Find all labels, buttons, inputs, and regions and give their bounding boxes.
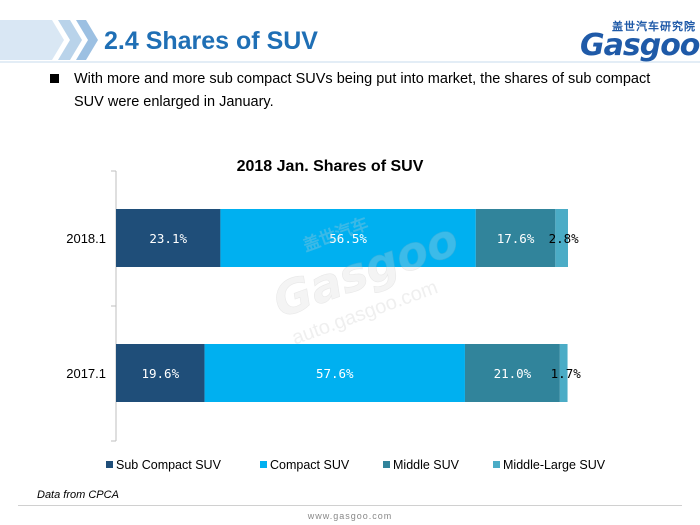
bullet-square-icon <box>50 74 59 83</box>
bar-segment <box>116 209 221 267</box>
legend-label: Sub Compact SUV <box>116 458 222 472</box>
footer-divider <box>18 505 682 506</box>
y-tick-label: 2018.1 <box>66 231 106 246</box>
chart-title: 2018 Jan. Shares of SUV <box>237 158 424 175</box>
legend-swatch <box>383 461 390 468</box>
bar-segment <box>204 344 465 402</box>
bar-segment <box>464 344 560 402</box>
data-source-note: Data from CPCA <box>37 489 119 501</box>
bar-data-label: 21.0% <box>494 366 532 381</box>
legend-label: Middle-Large SUV <box>503 458 606 472</box>
legend-swatch <box>493 461 500 468</box>
bar-segment <box>475 209 556 267</box>
legend-label: Middle SUV <box>393 458 460 472</box>
bar-segment <box>559 344 568 402</box>
y-tick-label: 2017.1 <box>66 366 106 381</box>
chart-axis <box>111 170 117 442</box>
bar-segment <box>555 209 568 267</box>
logo-chinese-text: 盖世汽车研究院 <box>612 21 696 33</box>
bar-data-label: 2.8% <box>549 231 580 246</box>
bullet-text: With more and more sub compact SUVs bein… <box>74 71 651 110</box>
page-title: 2.4 Shares of SUV <box>104 27 318 55</box>
bar-data-label: 23.1% <box>149 231 187 246</box>
header-arrow-light <box>0 20 64 60</box>
header-arrows <box>0 20 700 63</box>
bar-segment <box>220 209 476 267</box>
slide-header: 2.4 Shares of SUV 盖世汽车研究院 Gasgoo <box>0 0 700 72</box>
bar-data-label: 17.6% <box>497 231 535 246</box>
bar-data-label: 19.6% <box>141 366 179 381</box>
header-arrow-chevron-1 <box>58 20 82 60</box>
bar-data-label: 57.6% <box>316 366 354 381</box>
bar-data-label: 56.5% <box>329 231 367 246</box>
chart-legend: Sub Compact SUV Compact SUV Middle SUV Midd… <box>106 458 606 472</box>
bar-data-label: 1.7% <box>551 366 582 381</box>
footer-url: www.gasgoo.com <box>307 511 393 521</box>
bar-segment <box>116 344 205 402</box>
legend-swatch <box>260 461 267 468</box>
legend-label: Compact SUV <box>270 458 350 472</box>
chart-bars: 2018.1 23.1% 56.5% 17.6% 2.8% 2017.1 19.6% 57.6… <box>66 209 581 402</box>
gasgoo-logo: 盖世汽车研究院 Gasgoo <box>580 18 700 63</box>
legend-swatch <box>106 461 113 468</box>
header-arrow-chevron-2 <box>76 20 98 60</box>
logo-wordmark: Gasgoo <box>580 28 700 63</box>
